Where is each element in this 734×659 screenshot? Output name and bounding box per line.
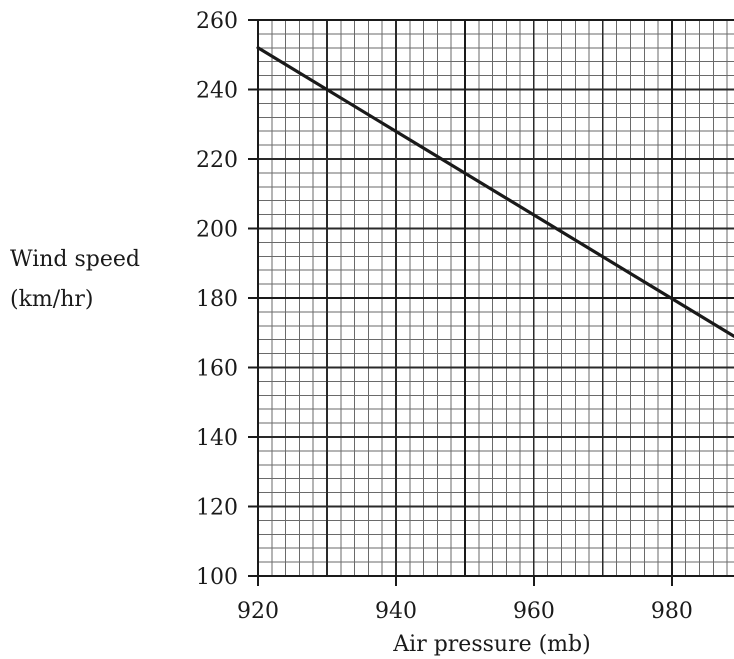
wind-speed-line xyxy=(256,46,734,338)
y-tick-label: 240 xyxy=(196,79,238,104)
y-tick-labels: 100 120 140 160 180 200 220 240 260 xyxy=(196,9,258,590)
y-tick-label: 220 xyxy=(196,148,238,173)
x-tick-label: 980 xyxy=(651,599,693,624)
y-tick-label: 100 xyxy=(196,565,238,590)
x-tick-label: 920 xyxy=(237,599,279,624)
y-axis-label-line-2: (km/hr) xyxy=(10,287,93,312)
x-axis-label: Air pressure (mb) xyxy=(392,632,590,657)
y-tick-label: 160 xyxy=(196,357,238,382)
series-layer xyxy=(256,46,734,338)
y-tick-label: 140 xyxy=(196,426,238,451)
y-axis-label-line-1: Wind speed xyxy=(10,247,140,272)
y-tick-label: 120 xyxy=(196,496,238,521)
y-tick-label: 200 xyxy=(196,218,238,243)
y-tick-label: 260 xyxy=(196,9,238,34)
x-tick-label: 960 xyxy=(513,599,555,624)
x-tick-labels: 920 940 960 980 xyxy=(237,576,693,624)
y-tick-label: 180 xyxy=(196,287,238,312)
x-tick-label: 940 xyxy=(375,599,417,624)
